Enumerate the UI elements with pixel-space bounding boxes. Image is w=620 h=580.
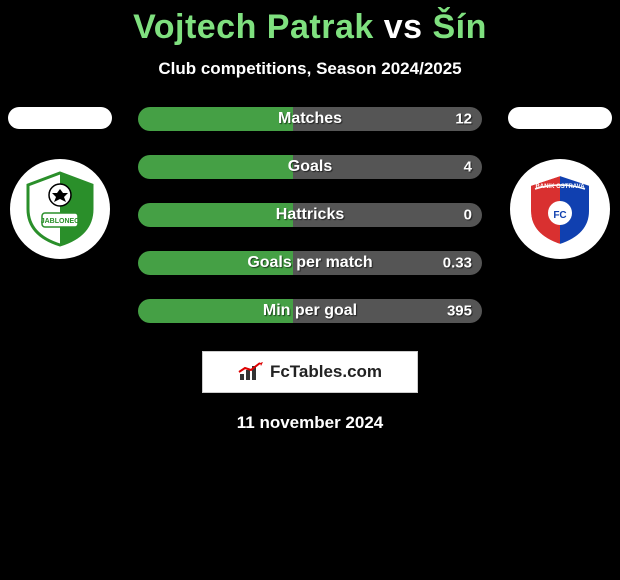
bar-value-right: 0.33 — [443, 255, 472, 272]
comparison-arena: JABLONEC BANIK OSTRAVA FC Matches 12 Goals… — [0, 107, 620, 323]
bar-value-right: 12 — [455, 111, 472, 128]
bar-label: Hattricks — [276, 206, 344, 224]
comparison-title: Vojtech Patrak vs Šín — [0, 0, 620, 47]
player1-column: JABLONEC — [8, 107, 112, 259]
player2-pill — [508, 107, 612, 129]
bar-label: Matches — [278, 110, 342, 128]
bar-left-fill — [138, 155, 293, 179]
chart-icon — [238, 362, 264, 382]
stat-bar: Hattricks 0 — [138, 203, 482, 227]
stat-bar: Min per goal 395 — [138, 299, 482, 323]
vs-text: vs — [384, 8, 423, 46]
svg-text:BANIK OSTRAVA: BANIK OSTRAVA — [535, 184, 585, 190]
player1-pill — [8, 107, 112, 129]
player2-name: Šín — [433, 8, 487, 46]
brand-box[interactable]: FcTables.com — [202, 351, 418, 393]
bar-value-right: 4 — [464, 159, 472, 176]
player2-crest: BANIK OSTRAVA FC — [510, 159, 610, 259]
stat-bars-container: Matches 12 Goals 4 Hattricks 0 Goals per match… — [138, 107, 482, 323]
bar-label: Goals per match — [247, 254, 372, 272]
subtitle: Club competitions, Season 2024/2025 — [0, 59, 620, 79]
bar-left-fill — [138, 203, 293, 227]
banik-crest-icon: BANIK OSTRAVA FC — [520, 169, 600, 249]
stat-bar: Goals per match 0.33 — [138, 251, 482, 275]
svg-text:FC: FC — [553, 210, 566, 221]
jablonec-crest-icon: JABLONEC — [20, 169, 100, 249]
brand-text: FcTables.com — [270, 362, 382, 382]
stat-bar: Goals 4 — [138, 155, 482, 179]
bar-label: Min per goal — [263, 302, 357, 320]
bar-value-right: 0 — [464, 207, 472, 224]
svg-text:JABLONEC: JABLONEC — [41, 218, 80, 225]
stat-bar: Matches 12 — [138, 107, 482, 131]
bar-value-right: 395 — [447, 303, 472, 320]
bar-left-fill — [138, 107, 293, 131]
date-text: 11 november 2024 — [0, 413, 620, 433]
bar-label: Goals — [288, 158, 332, 176]
player2-column: BANIK OSTRAVA FC — [508, 107, 612, 259]
player1-crest: JABLONEC — [10, 159, 110, 259]
player1-name: Vojtech Patrak — [133, 8, 374, 46]
